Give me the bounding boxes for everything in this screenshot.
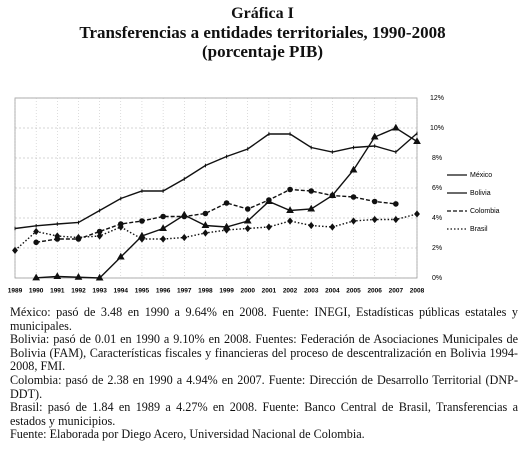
y-tick-label: 2% [432, 245, 442, 252]
marker [223, 200, 230, 206]
marker [202, 210, 209, 217]
marker [117, 223, 124, 231]
x-tick-label: 1998 [198, 288, 213, 295]
marker [391, 123, 400, 131]
note: Brasil: pasó de 1.84 en 1989 a 4.27% en … [10, 400, 518, 428]
marker [350, 217, 357, 225]
marker [244, 206, 251, 212]
marker [159, 224, 167, 231]
marker [350, 194, 357, 200]
marker [139, 218, 145, 224]
marker [392, 215, 399, 224]
x-tick-label: 2008 [410, 288, 425, 295]
x-tick-label: 1990 [29, 288, 44, 295]
notes: México: pasó de 3.48 en 1990 a 9.64% en … [10, 305, 518, 442]
marker [53, 272, 62, 279]
marker [308, 188, 315, 194]
marker [96, 232, 103, 240]
x-tick-label: 1994 [114, 288, 129, 295]
x-tick-label: 1996 [156, 288, 171, 295]
marker [116, 252, 125, 260]
marker [75, 233, 82, 242]
marker [371, 198, 378, 205]
chart-label: Gráfica I [231, 5, 294, 22]
x-tick-label: 2003 [304, 288, 319, 295]
chart-subtitle: (porcentaje PIB) [201, 42, 324, 61]
marker [370, 132, 379, 140]
marker [243, 216, 252, 224]
x-tick-label: 1993 [92, 288, 107, 295]
marker [160, 213, 166, 220]
series-line [14, 132, 418, 230]
y-tick-label: 8% [432, 155, 442, 162]
x-tick-label: 2002 [283, 288, 298, 295]
x-tick-label: 2001 [262, 288, 277, 295]
x-tick-label: 1989 [8, 288, 23, 295]
marker [181, 213, 188, 220]
marker [307, 204, 316, 212]
legend-label: Colombia [470, 208, 500, 215]
x-tick-label: 1997 [177, 288, 192, 295]
marker [32, 273, 41, 281]
marker [33, 239, 39, 246]
note: Bolivia: pasó de 0.01 en 1990 a 9.10% en… [10, 332, 518, 374]
marker [393, 201, 399, 207]
marker [223, 226, 230, 234]
series-line [36, 188, 396, 243]
x-tick-label: 1999 [219, 288, 234, 295]
marker [286, 206, 294, 213]
y-tick-label: 4% [432, 215, 442, 222]
note: México: pasó de 3.48 en 1990 a 9.64% en … [10, 305, 518, 333]
x-tick-label: 1995 [135, 288, 150, 295]
note: Colombia: pasó de 2.38 en 1990 a 4.94% e… [10, 372, 518, 401]
legend-label: México [470, 172, 492, 179]
x-tick-label: 2006 [367, 288, 382, 295]
x-tick-label: 1991 [50, 288, 65, 295]
marker [414, 210, 420, 218]
marker [413, 137, 421, 144]
marker [160, 235, 167, 243]
y-tick-label: 0% [432, 275, 442, 282]
marker [265, 223, 272, 231]
x-tick-label: 2004 [325, 288, 340, 295]
y-tick-label: 10% [430, 125, 444, 132]
y-tick-label: 6% [432, 185, 442, 192]
marker [244, 224, 251, 233]
marker [371, 215, 378, 224]
legend-label: Bolivia [470, 190, 491, 197]
marker [33, 227, 40, 236]
marker [266, 197, 272, 203]
marker [329, 192, 336, 199]
marker [349, 165, 358, 173]
marker [329, 223, 336, 231]
marker [287, 217, 294, 225]
x-tick-label: 1992 [71, 288, 86, 295]
marker [308, 221, 315, 230]
chart-title: Transferencias a entidades territoriales… [79, 23, 446, 42]
chart: 0% 2% 4% 6% 8% 10% 12% 1989 1990 1991 1992 1993 1994… [8, 95, 500, 295]
marker [74, 273, 83, 280]
legend-label: Brasil [470, 226, 488, 233]
note: Fuente: Elaborada por Diego Acero, Unive… [10, 427, 365, 442]
marker [202, 229, 209, 237]
marker [287, 186, 293, 193]
marker [138, 235, 145, 243]
marker [181, 233, 188, 242]
x-tick-label: 2005 [346, 288, 361, 295]
series-line [14, 213, 418, 251]
marker [201, 221, 210, 228]
marker [95, 273, 104, 281]
marker [54, 232, 61, 240]
marker [12, 246, 18, 254]
header: Gráfica I Transferencias a entidades ter… [0, 4, 525, 61]
x-tick-label: 2007 [389, 288, 404, 295]
y-tick-label: 12% [430, 95, 444, 102]
x-tick-label: 2000 [241, 288, 256, 295]
